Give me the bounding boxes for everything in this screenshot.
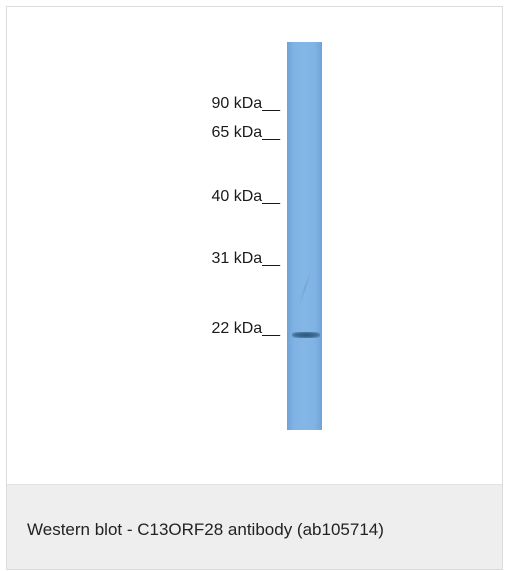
caption-text: Western blot - C13ORF28 antibody (ab1057… <box>27 520 384 539</box>
western-blot-figure: 90 kDa__ 65 kDa__ 40 kDa__ 31 kDa__ 22 k… <box>7 7 502 484</box>
image-card: 90 kDa__ 65 kDa__ 40 kDa__ 31 kDa__ 22 k… <box>6 6 503 570</box>
marker-65kda-label: 65 kDa__ <box>211 124 281 141</box>
marker-40kda-label: 40 kDa__ <box>211 188 281 205</box>
caption-bar: Western blot - C13ORF28 antibody (ab1057… <box>7 484 502 569</box>
protein-band <box>292 332 320 338</box>
blot-lane <box>287 42 322 430</box>
marker-90kda-label: 90 kDa__ <box>211 95 281 112</box>
marker-31kda-label: 31 kDa__ <box>211 250 281 267</box>
marker-22kda-label: 22 kDa__ <box>211 320 281 337</box>
